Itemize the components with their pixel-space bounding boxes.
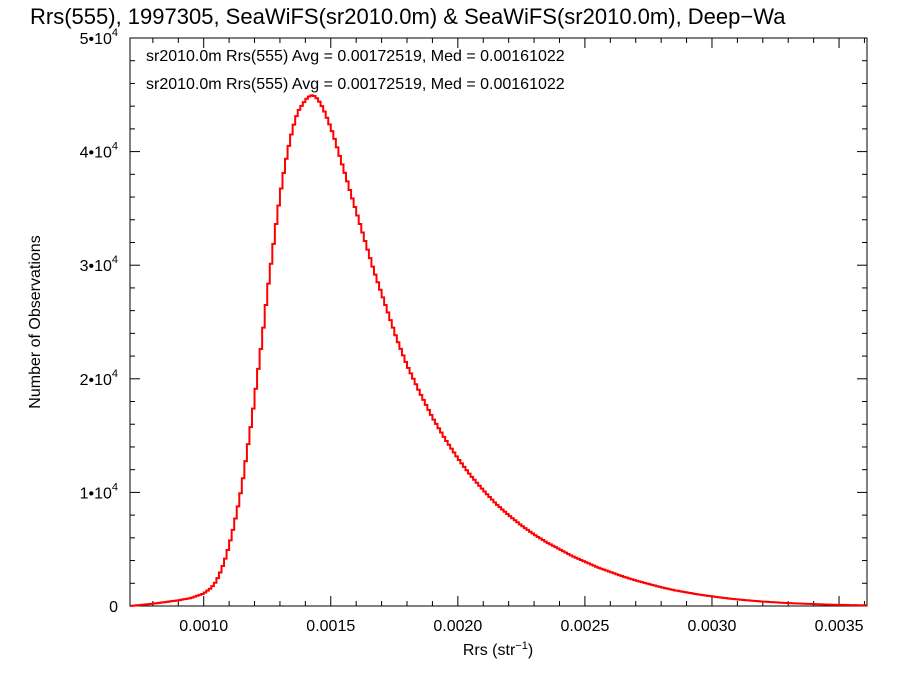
x-tick-label: 0.0015 [306,618,355,635]
x-axis-label: Rrs (str−1) [463,640,533,659]
y-tick-label: 4•104 [80,141,118,162]
y-tick-label: 1•104 [80,481,118,502]
x-tick-label: 0.0025 [560,618,609,635]
annotation-black: sr2010.0m Rrs(555) Avg = 0.00172519, Med… [146,48,565,65]
plot-frame [129,37,868,607]
x-tick-labels: 0.0010 0.0015 0.0020 0.0025 0.0030 0.0035 [179,618,863,635]
x-axis-label-main: Rrs (str [463,642,516,659]
y-tick-label: 0 [109,599,118,616]
x-tick-label: 0.0010 [179,618,228,635]
y-tick-exponent: 4 [112,481,118,493]
y-tick-base: 3•10 [80,258,112,275]
y-tick-exponent: 4 [112,368,118,380]
y-tick-base: 0 [109,599,118,616]
y-tick-label: 2•104 [80,368,118,389]
chart-title: Rrs(555), 1997305, SeaWiFS(sr2010.0m) & … [30,4,786,29]
y-tick-base: 4•10 [80,145,112,162]
y-tick-exponent: 4 [112,254,118,266]
x-tick-label: 0.0020 [433,618,482,635]
histogram-series [130,94,867,607]
x-tick-label: 0.0035 [815,618,864,635]
x-tick-label: 0.0030 [688,618,737,635]
y-tick-label: 3•104 [80,254,118,275]
y-tick-base: 1•10 [80,485,112,502]
x-axis-label-sup: −1 [515,640,528,652]
y-tick-exponent: 4 [112,27,118,39]
y-axis-label: Number of Observations [27,235,44,408]
x-axis-label-close: ) [528,642,533,659]
y-tick-label: 5•104 [80,27,118,48]
y-tick-base: 5•10 [80,31,112,48]
tick-marks [130,37,867,607]
y-tick-base: 2•10 [80,372,112,389]
y-tick-exponent: 4 [112,141,118,153]
annotation-red: sr2010.0m Rrs(555) Avg = 0.00172519, Med… [146,76,565,93]
